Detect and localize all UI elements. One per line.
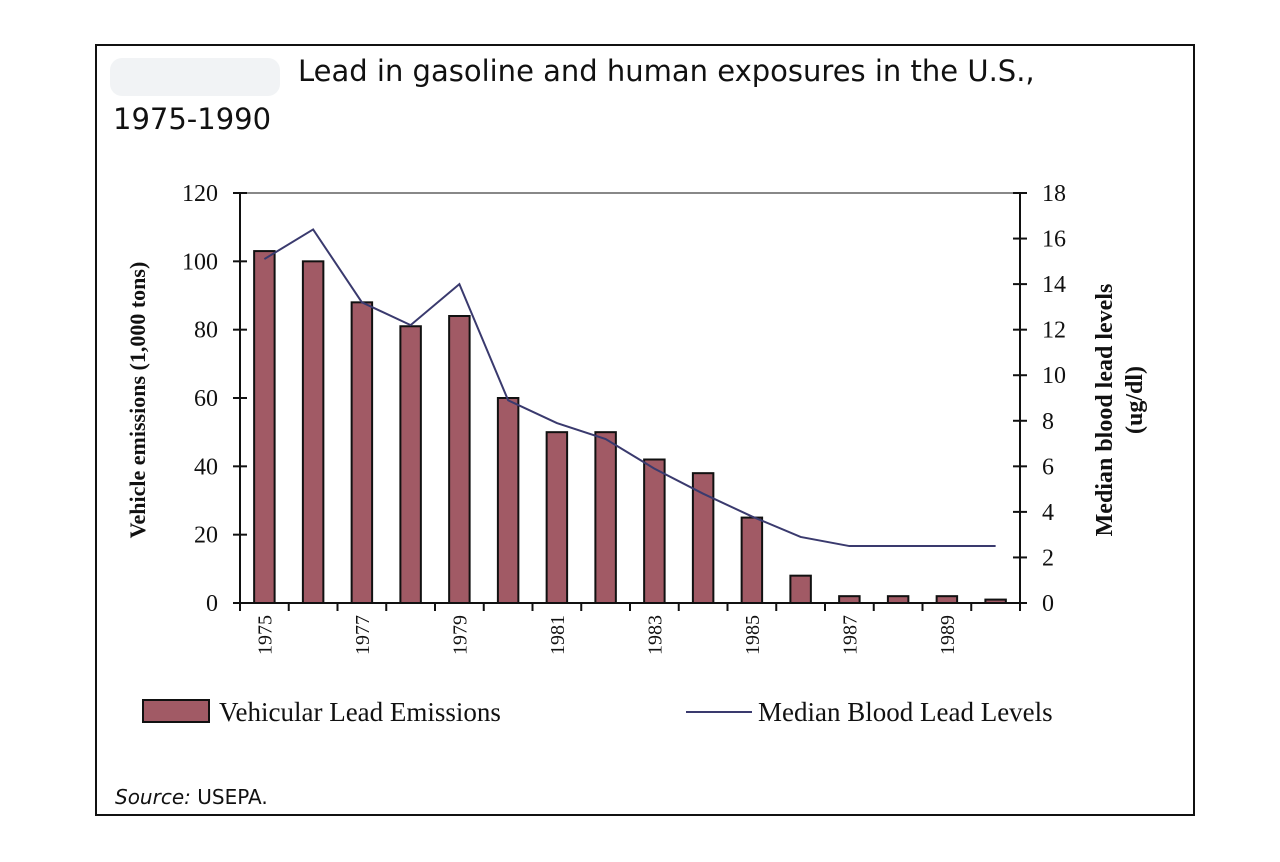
x-tick-label: 1981	[547, 615, 569, 655]
y2-tick-label: 14	[1042, 272, 1066, 298]
source-value: USEPA.	[197, 785, 268, 809]
chart-frame	[95, 44, 1195, 816]
bar-1979	[448, 315, 471, 604]
y-tick-label: 80	[194, 318, 218, 344]
bar-1975	[253, 250, 276, 604]
x-tick-label: 1987	[839, 615, 861, 655]
x-tick-label: 1983	[644, 615, 666, 655]
bar-1982	[594, 431, 617, 604]
bar-1988	[886, 595, 910, 605]
bar-1976	[301, 260, 325, 604]
y2-tick-label: 8	[1042, 409, 1054, 435]
x-tick-label: 1979	[449, 615, 471, 655]
bar-1978	[399, 325, 422, 604]
y2-tick-label: 2	[1042, 545, 1054, 571]
bar-1981	[545, 431, 569, 604]
x-tick-label: 1977	[352, 615, 374, 655]
y-tick-label: 100	[182, 249, 218, 275]
y-axis-title: Vehicle emissions (1,000 tons)	[125, 262, 150, 539]
y-tick-label: 120	[182, 181, 218, 207]
y2-axis-title-line1: Median blood lead levels	[1092, 284, 1118, 537]
bar-1983	[643, 458, 666, 604]
y2-tick-label: 0	[1042, 591, 1054, 617]
bar-1987	[838, 595, 861, 605]
y-tick-label: 20	[194, 523, 218, 549]
y2-tick-label: 6	[1042, 454, 1054, 480]
bar-1977	[350, 301, 374, 604]
y2-axis-title-line2: (ug/dl)	[1122, 366, 1148, 434]
bar-1985	[740, 516, 764, 604]
bar-1986	[789, 574, 812, 605]
x-tick-label: 1989	[937, 615, 959, 655]
legend-line-label: Median Blood Lead Levels	[758, 697, 1053, 727]
legend-bar-label: Vehicular Lead Emissions	[219, 697, 501, 727]
legend-bar-swatch	[142, 699, 210, 723]
y2-tick-label: 18	[1042, 181, 1066, 207]
y2-tick-label: 12	[1042, 318, 1066, 344]
redacted-label	[110, 58, 280, 96]
source-note: Source: USEPA.	[115, 785, 268, 809]
x-tick-label: 1975	[254, 615, 276, 655]
y2-tick-label: 4	[1042, 500, 1054, 526]
bar-1989	[935, 595, 959, 605]
y2-tick-label: 16	[1042, 227, 1066, 253]
bar-1980	[496, 397, 520, 604]
y-tick-label: 40	[194, 454, 218, 480]
y-tick-label: 0	[206, 591, 218, 617]
chart-title-line2: 1975-1990	[113, 102, 272, 136]
x-tick-label: 1985	[742, 615, 764, 655]
blood-lead-line	[263, 228, 996, 548]
source-label: Source:	[115, 785, 191, 809]
y2-tick-label: 10	[1042, 363, 1066, 389]
y-tick-label: 60	[194, 386, 218, 412]
chart-title-line1: Lead in gasoline and human exposures in …	[298, 54, 1035, 88]
